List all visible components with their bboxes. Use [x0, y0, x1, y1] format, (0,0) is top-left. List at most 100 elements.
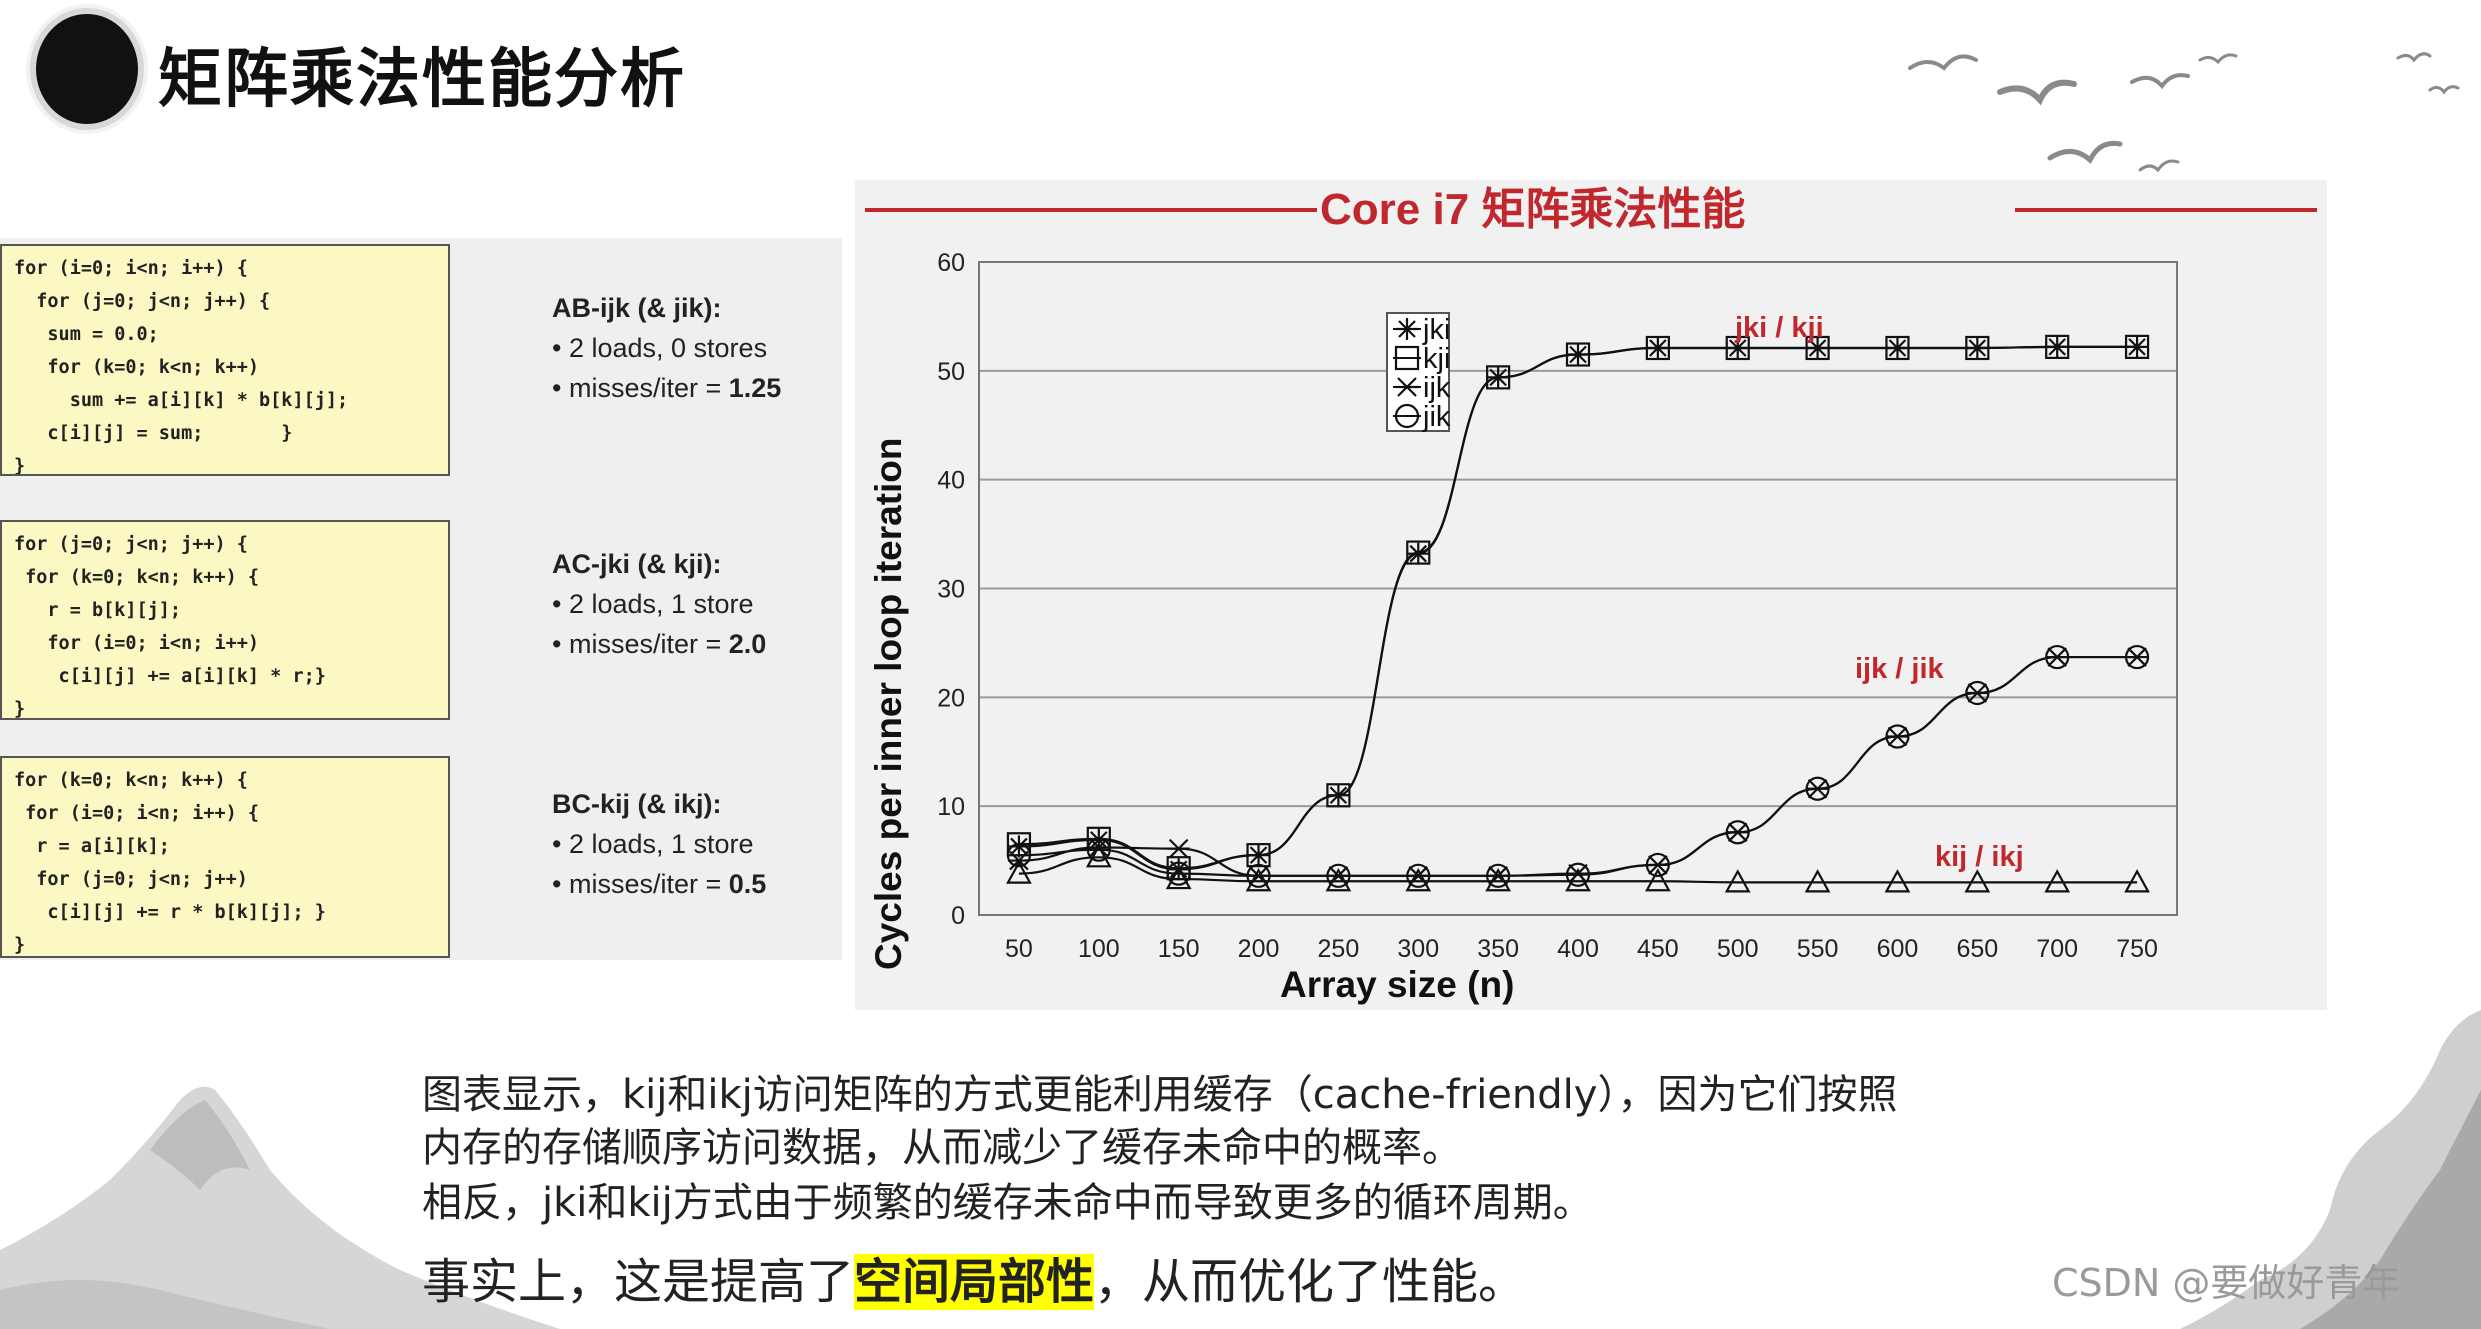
desc-misses-label: • misses/iter = — [552, 373, 729, 403]
marker-jik — [1006, 843, 1032, 868]
marker-unlabeled — [2044, 869, 2071, 893]
marker-unlabeled — [1325, 867, 1352, 892]
legend-marker-kji — [1394, 345, 1420, 371]
marker-unlabeled — [1006, 860, 1032, 884]
desc-misses-value: 1.25 — [728, 373, 782, 403]
marker-unlabeled — [1405, 867, 1432, 892]
x-tick-label: 450 — [1637, 935, 1679, 963]
marker-kji — [1885, 335, 1910, 361]
legend-label-jik: jik — [1422, 401, 1451, 433]
legend-marker-ijk — [1396, 377, 1418, 397]
code-desc-jki: AC-jki (& kji): • 2 loads, 1 store • mis… — [552, 544, 842, 664]
marker-kji — [2045, 334, 2070, 359]
legend-label-jki: jki — [1422, 314, 1450, 346]
marker-jki — [1966, 336, 1989, 359]
title-ink-logo — [36, 14, 138, 124]
marker-unlabeled — [1245, 867, 1272, 892]
annotation-kij-ikj: kij / ikj — [1935, 841, 2024, 873]
y-tick-label: 50 — [937, 358, 965, 386]
marker-ijk — [1167, 838, 1190, 859]
x-tick-label: 200 — [1238, 935, 1280, 963]
marker-kji — [1565, 342, 1591, 367]
code-desc-ijk: AB-ijk (& jik): • 2 loads, 0 stores • mi… — [552, 288, 842, 408]
page-title: 矩阵乘法性能分析 — [158, 42, 686, 117]
code-comparison-panel: for (i=0; i<n; i++) { for (j=0; j<n; j++… — [0, 238, 842, 960]
marker-jik — [1086, 837, 1111, 862]
highlight-spatial-locality: 空间局部性 — [854, 1254, 1095, 1310]
marker-jki — [1886, 336, 1909, 359]
marker-kji — [1326, 783, 1351, 808]
code-block-jki: for (j=0; j<n; j++) { for (k=0; k<n; k++… — [0, 520, 450, 720]
marker-unlabeled — [1724, 869, 1751, 893]
marker-ijk — [1646, 855, 1669, 875]
marker-jik — [1246, 863, 1271, 888]
marker-jki — [1646, 336, 1669, 359]
x-tick-label: 400 — [1557, 935, 1599, 963]
marker-kji — [1166, 856, 1191, 881]
paragraph-line-1: 图表显示，kij和ikj访问矩阵的方式更能利用缓存（cache-friendly… — [422, 1072, 1898, 1118]
marker-kji — [1246, 843, 1271, 868]
marker-jki — [1567, 343, 1589, 366]
desc-heading: AB-ijk (& jik): — [552, 293, 722, 323]
desc-heading: BC-kij (& ikj): — [552, 789, 722, 819]
legend-label-kji: kji — [1423, 343, 1450, 375]
paragraph-line-2: 内存的存储顺序访问数据，从而减少了缓存未命中的概率。 — [422, 1125, 1462, 1171]
desc-loads: • 2 loads, 0 stores — [552, 333, 768, 363]
annotation-jki-kji: jki / kji — [1734, 312, 1824, 344]
y-tick-label: 20 — [937, 684, 965, 712]
marker-unlabeled — [2124, 869, 2150, 893]
marker-jki — [1247, 844, 1270, 867]
desc-misses-value: 0.5 — [728, 869, 767, 899]
marker-kji — [1965, 335, 1990, 361]
desc-loads: • 2 loads, 1 store — [552, 589, 754, 619]
marker-jik — [1166, 861, 1191, 886]
paragraph-conclusion: 事实上，这是提高了空间局部性，从而优化了性能。 — [422, 1242, 2222, 1312]
chart-title: Core i7 矩阵乘法性能 — [1320, 185, 1745, 234]
y-axis-title: Cycles per inner loop iteration — [868, 437, 909, 970]
conclusion-suffix: ，从而优化了性能。 — [1094, 1254, 1527, 1310]
marker-jik — [2045, 644, 2070, 670]
chart-panel: Core i7 矩阵乘法性能 0 10 20 30 40 50 60 50 100 150 200 2… — [855, 180, 2327, 1010]
marker-jki — [2126, 335, 2149, 358]
desc-misses: • misses/iter = 1.25 — [552, 368, 842, 408]
series-line-jik — [1018, 655, 2138, 877]
marker-jik — [1565, 862, 1591, 887]
marker-unlabeled — [1964, 869, 1991, 893]
x-tick-label: 150 — [1158, 935, 1200, 963]
legend-marker-jik — [1394, 403, 1420, 429]
marker-jki — [2046, 335, 2069, 358]
marker-unlabeled — [1565, 867, 1591, 892]
marker-ijk — [2046, 647, 2069, 667]
marker-jki — [1407, 542, 1430, 565]
marker-ijk — [2126, 647, 2149, 667]
marker-kji — [1725, 335, 1750, 361]
annotation-ijk-jik: ijk / jik — [1855, 653, 1945, 685]
marker-jik — [1805, 776, 1830, 801]
marker-jik — [1645, 852, 1670, 878]
marker-unlabeled — [1804, 869, 1831, 893]
marker-jki — [1487, 366, 1510, 389]
legend-marker-jki — [1396, 318, 1418, 340]
code-block-kij: for (k=0; k<n; k++) { for (i=0; i<n; i++… — [0, 756, 450, 958]
marker-kji — [1406, 540, 1431, 565]
marker-ijk — [1966, 683, 1989, 703]
performance-chart: Core i7 矩阵乘法性能 0 10 20 30 40 50 60 50 100 150 200 2… — [865, 185, 2317, 1005]
y-tick-label: 40 — [937, 467, 965, 495]
x-tick-label: 650 — [1956, 935, 1998, 963]
marker-jik — [2124, 644, 2150, 670]
y-tick-label: 60 — [937, 249, 965, 277]
birds-decoration — [1908, 52, 2460, 173]
x-tick-label: 700 — [2036, 935, 2078, 963]
desc-misses-value: 2.0 — [728, 629, 767, 659]
x-tick-label: 500 — [1717, 935, 1759, 963]
x-tick-label: 600 — [1877, 935, 1919, 963]
marker-jki — [1806, 336, 1829, 359]
conclusion-prefix: 事实上，这是提高了 — [422, 1254, 855, 1310]
marker-kji — [1805, 335, 1830, 361]
marker-kji — [1486, 365, 1511, 390]
marker-jik — [1406, 863, 1431, 888]
marker-jik — [1885, 724, 1910, 749]
desc-heading: AC-jki (& kji): — [552, 549, 722, 579]
marker-ijk — [1726, 822, 1749, 843]
